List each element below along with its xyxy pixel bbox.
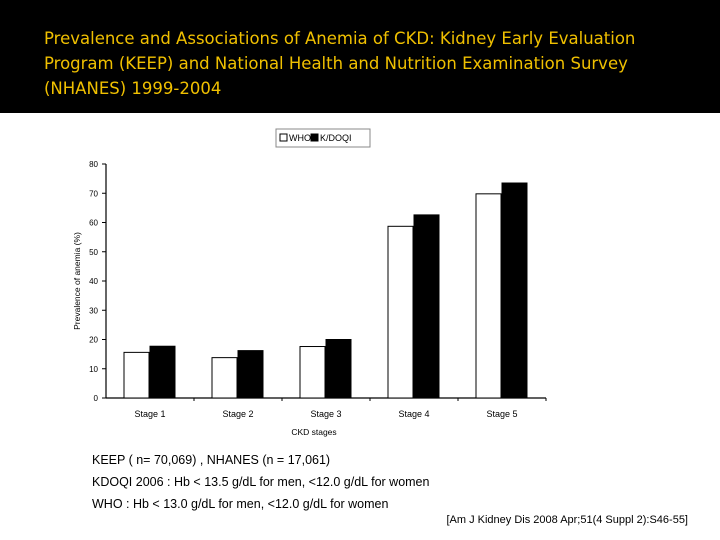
legend-swatch-who: [279, 133, 288, 142]
x-tick-label: Stage 1: [134, 409, 165, 419]
x-axis-label: CKD stages: [291, 427, 336, 437]
bar-who-stage-1: [123, 351, 150, 399]
x-tick-label: Stage 2: [222, 409, 253, 419]
slide-title: Prevalence and Associations of Anemia of…: [44, 29, 636, 98]
y-tick-label: 40: [89, 277, 98, 286]
citation: [Am J Kidney Dis 2008 Apr;51(4 Suppl 2):…: [446, 514, 688, 526]
bar-kdoqi-stage-5: [501, 182, 528, 399]
x-tick-label: Stage 4: [398, 409, 429, 419]
chart-panel: 0 10 20 30 40 50 60 70 80 Prevalence of anemia (%…: [0, 113, 720, 540]
note-kdoqi-definition: KDOQI 2006 : Hb < 13.5 g/dL for men, <12…: [92, 475, 430, 489]
x-tick-label: Stage 5: [486, 409, 517, 419]
bar-kdoqi-stage-2: [237, 350, 264, 399]
notes-block: KEEP ( n= 70,069) , NHANES (n = 17,061) …: [92, 449, 429, 515]
bar-chart: 0 10 20 30 40 50 60 70 80 Prevalence of anemia (%…: [72, 128, 547, 437]
y-tick-label: 80: [89, 160, 98, 169]
legend-swatch-kdoqi: [310, 133, 319, 142]
x-tick-label: Stage 3: [310, 409, 341, 419]
bar-kdoqi-stage-3: [325, 339, 352, 399]
note-sample-sizes: KEEP ( n= 70,069) , NHANES (n = 17,061): [92, 453, 331, 467]
y-tick-label: 0: [94, 394, 99, 403]
bar-kdoqi-stage-4: [413, 214, 440, 399]
note-who-definition: WHO : Hb < 13.0 g/dL for men, <12.0 g/dL…: [92, 497, 389, 511]
legend-label-who: WHO: [289, 133, 311, 143]
title-band: Prevalence and Associations of Anemia of…: [0, 0, 720, 113]
bar-who-stage-4: [387, 225, 414, 399]
y-axis-label: Prevalence of anemia (%): [72, 232, 82, 330]
y-tick-label: 50: [89, 248, 98, 257]
legend-box: [275, 128, 371, 148]
y-tick-label: 20: [89, 336, 98, 345]
y-tick-label: 10: [89, 365, 98, 374]
bar-who-stage-3: [299, 346, 326, 399]
y-tick-label: 30: [89, 306, 98, 315]
bar-kdoqi-stage-1: [149, 345, 176, 399]
bar-who-stage-2: [211, 357, 238, 399]
y-tick-label: 70: [89, 189, 98, 198]
bar-who-stage-5: [475, 193, 502, 399]
y-tick-label: 60: [89, 219, 98, 228]
legend-label-kdoqi: K/DOQI: [320, 133, 352, 143]
